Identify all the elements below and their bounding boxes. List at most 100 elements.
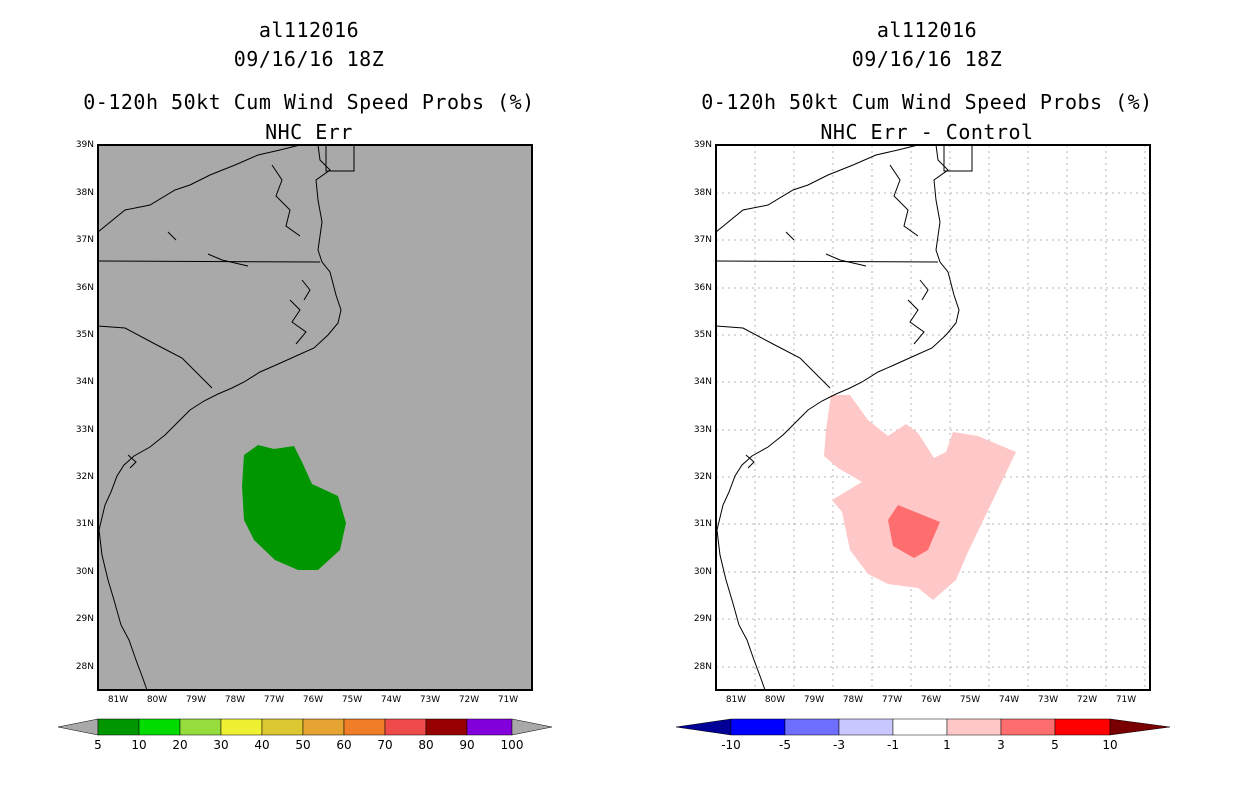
- right-diff-area-1-3: [824, 395, 1016, 600]
- left-colorbar-label: 90: [459, 738, 475, 752]
- left-lon-label: 75W: [341, 695, 363, 705]
- left-colorbar-label: 60: [336, 738, 352, 752]
- right-datetime: 09/16/16 18Z: [851, 47, 1003, 71]
- right-lat-label: 32N: [693, 472, 712, 482]
- left-lon-label: 79W: [185, 695, 207, 705]
- left-colorbar-label: 10: [131, 738, 147, 752]
- right-lat-label: 34N: [693, 377, 712, 387]
- right-colorbar-label: -10: [721, 738, 741, 752]
- left-colorbar-bin: [384, 718, 427, 736]
- right-panel: al112016 09/16/16 18Z 0-120h 50kt Cum Wi…: [618, 0, 1236, 800]
- left-datetime: 09/16/16 18Z: [233, 47, 385, 71]
- right-lat-label: 39N: [693, 140, 712, 150]
- left-border-va-nc: [97, 260, 321, 263]
- right-lat-label: 37N: [693, 235, 712, 245]
- left-coastline: [98, 144, 342, 691]
- left-lon-label: 76W: [302, 695, 324, 705]
- left-colorbar-bin: [97, 718, 140, 736]
- right-coastline: [716, 144, 960, 691]
- right-colorbar-bin: [1054, 718, 1111, 736]
- left-lon-label: 78W: [224, 695, 246, 705]
- right-lat-label: 38N: [693, 188, 712, 198]
- left-lon-label: 81W: [107, 695, 129, 705]
- left-lat-label: 38N: [75, 188, 94, 198]
- right-lat-label: 36N: [693, 283, 712, 293]
- right-lon-label: 79W: [803, 695, 825, 705]
- right-colorbar-label: 5: [1051, 738, 1059, 752]
- left-colorbar-label: 100: [500, 738, 524, 752]
- right-lon-label: 75W: [959, 695, 981, 705]
- left-lon-label: 71W: [497, 695, 519, 705]
- left-lat-label: 31N: [75, 519, 94, 529]
- right-colorbar-label: -5: [779, 738, 791, 752]
- right-colorbar-label: -1: [887, 738, 899, 752]
- left-map-background: [97, 144, 533, 691]
- left-lon-label: 74W: [380, 695, 402, 705]
- right-product-title: 0-120h 50kt Cum Wind Speed Probs (%): [701, 90, 1153, 114]
- right-border-va-nc: [715, 260, 939, 263]
- left-colorbar-label: 50: [295, 738, 311, 752]
- right-colorbar-bin: [784, 718, 840, 736]
- right-border-nc-sc: [715, 325, 831, 389]
- right-lon-label: 72W: [1076, 695, 1098, 705]
- right-subtitle: NHC Err - Control: [820, 120, 1034, 144]
- right-colorbar-label: 1: [943, 738, 951, 752]
- left-lon-label: 72W: [458, 695, 480, 705]
- left-border-md-de: [325, 145, 355, 172]
- right-lon-label: 81W: [725, 695, 747, 705]
- left-colorbar-bin: [261, 718, 304, 736]
- left-border-nc-sc: [97, 325, 213, 389]
- right-lon-label: 77W: [881, 695, 903, 705]
- right-map: [715, 144, 1151, 691]
- left-colorbar-bin: [179, 718, 222, 736]
- left-border-west: [97, 144, 301, 233]
- left-lat-label: 35N: [75, 330, 94, 340]
- right-border-west: [715, 144, 919, 233]
- right-sound-details: [745, 164, 929, 469]
- right-lon-label: 73W: [1037, 695, 1059, 705]
- right-colorbar-high-arrow: [1109, 718, 1171, 736]
- right-lat-label: 28N: [693, 662, 712, 672]
- left-lat-label: 39N: [75, 140, 94, 150]
- left-colorbar-bin: [466, 718, 513, 736]
- left-lat-label: 37N: [75, 235, 94, 245]
- right-colorbar: [675, 718, 1171, 736]
- left-colorbar-label: 30: [213, 738, 229, 752]
- right-colorbar-label: 3: [997, 738, 1005, 752]
- left-colorbar-label: 80: [418, 738, 434, 752]
- right-map-frame: [715, 144, 1151, 691]
- left-colorbar-bin: [220, 718, 263, 736]
- right-colorbar-bin: [1000, 718, 1056, 736]
- left-lat-label: 29N: [75, 614, 94, 624]
- right-lat-label: 33N: [693, 425, 712, 435]
- right-lon-label: 80W: [764, 695, 786, 705]
- left-colorbar-bin: [425, 718, 468, 736]
- left-colorbar: [57, 718, 553, 736]
- right-lat-label: 29N: [693, 614, 712, 624]
- left-colorbar-label: 5: [94, 738, 102, 752]
- left-subtitle: NHC Err: [265, 120, 353, 144]
- left-colorbar-bin: [343, 718, 386, 736]
- left-panel: al112016 09/16/16 18Z 0-120h 50kt Cum Wi…: [57, 18, 553, 752]
- left-storm-id: al112016: [258, 18, 360, 42]
- left-colorbar-label: 70: [377, 738, 393, 752]
- right-lon-label: 78W: [842, 695, 864, 705]
- left-sound-details: [127, 164, 311, 469]
- right-colorbar-bin: [946, 718, 1002, 736]
- left-lat-label: 36N: [75, 283, 94, 293]
- left-lat-label: 32N: [75, 472, 94, 482]
- left-lon-label: 73W: [419, 695, 441, 705]
- left-colorbar-low-arrow: [57, 718, 99, 736]
- right-colorbar-label: -3: [833, 738, 845, 752]
- right-diff-area-3-5: [888, 505, 940, 558]
- left-lon-label: 80W: [146, 695, 168, 705]
- left-colorbar-bin: [302, 718, 345, 736]
- right-colorbar-label: 10: [1102, 738, 1118, 752]
- left-lat-label: 30N: [75, 567, 94, 577]
- left-colorbar-bin: [138, 718, 181, 736]
- left-lat-label: 34N: [75, 377, 94, 387]
- right-colorbar-bin: [838, 718, 894, 736]
- right-lon-label: 76W: [920, 695, 942, 705]
- right-colorbar-bin: [892, 718, 948, 736]
- right-lat-label: 35N: [693, 330, 712, 340]
